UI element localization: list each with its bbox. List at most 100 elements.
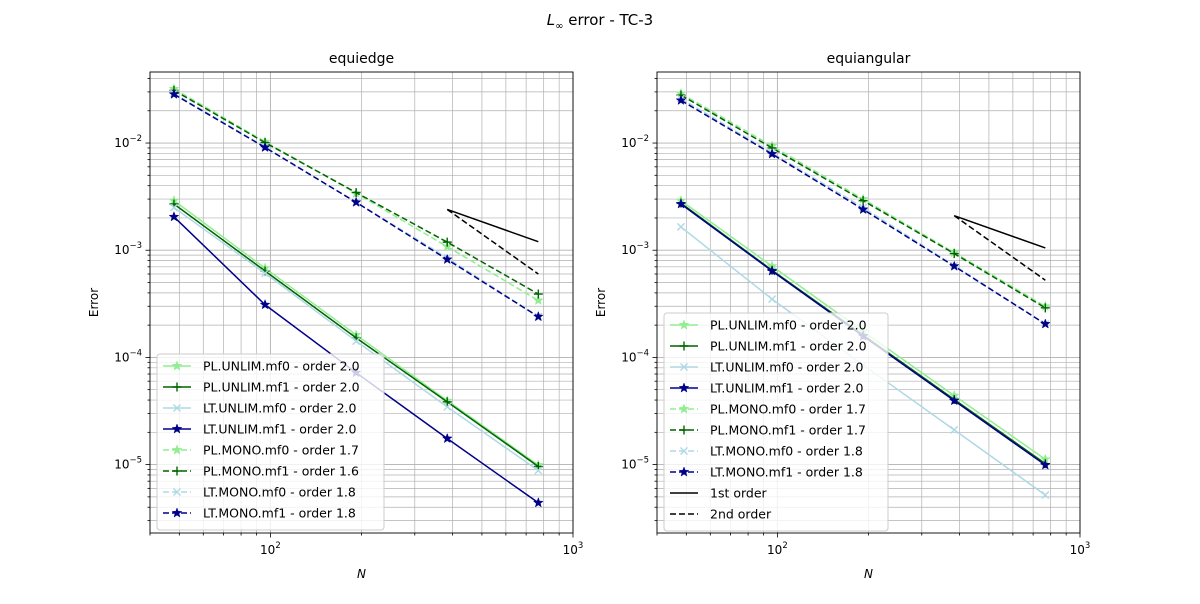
- legend-marker: [678, 466, 690, 477]
- legend-label: PL.MONO.mf1 - order 1.7: [710, 423, 866, 438]
- data-point: [532, 497, 544, 508]
- data-point: [168, 88, 180, 99]
- legend-entry: LT.UNLIM.mf1 - order 2.0: [163, 422, 356, 437]
- legend-label: LT.UNLIM.mf0 - order 2.0: [203, 401, 356, 416]
- data-point: [532, 294, 544, 306]
- legend-entry: PL.MONO.mf1 - order 1.7: [670, 423, 866, 438]
- data-point: [858, 196, 868, 206]
- legend: PL.UNLIM.mf0 - order 2.0 PL.UNLIM.mf1 - o…: [663, 312, 889, 532]
- data-point: [534, 466, 543, 475]
- legend-entry: 1st order: [670, 486, 768, 501]
- data-point: [766, 148, 778, 159]
- legend-entry: PL.UNLIM.mf1 - order 2.0: [163, 380, 360, 395]
- x-axis-label: N: [864, 567, 873, 581]
- data-point: [533, 289, 543, 299]
- data-point: [675, 198, 687, 209]
- legend-entry: LT.UNLIM.mf1 - order 2.0: [670, 381, 863, 396]
- data-point: [532, 310, 544, 322]
- series-6: [676, 90, 1050, 313]
- subplot-title: equiedge: [329, 51, 394, 67]
- data-point: [168, 211, 180, 222]
- legend-box: [156, 353, 385, 531]
- legend-label: PL.UNLIM.mf0 - order 2.0: [203, 359, 360, 374]
- data-point: [443, 402, 452, 411]
- data-point: [1039, 318, 1051, 329]
- legend-entry: LT.MONO.mf1 - order 1.8: [163, 506, 356, 521]
- legend-marker: [173, 404, 181, 412]
- data-point: [259, 299, 271, 310]
- legend-marker: [172, 382, 182, 392]
- series-2: [169, 199, 543, 471]
- data-point: [1040, 303, 1050, 313]
- legend-label: LT.UNLIM.mf1 - order 2.0: [710, 381, 863, 396]
- data-point: [766, 265, 778, 276]
- x-axis-label: N: [357, 567, 366, 581]
- legend-label: 1st order: [710, 486, 768, 501]
- y-axis-label: Error: [87, 288, 101, 317]
- legend-marker: [171, 360, 183, 371]
- subplot-equiedge: 102 10310−510−410−310−2equiedgeNErrorPL.U…: [87, 51, 583, 581]
- reference-line-2: [446, 208, 539, 275]
- legend-entry: PL.UNLIM.mf0 - order 2.0: [670, 318, 867, 333]
- reference-line-2: [953, 215, 1046, 281]
- subplot-equiangular: 102 10310−510−410−310−2equiangularNErrorP…: [594, 51, 1090, 581]
- legend-marker: [678, 319, 690, 330]
- data-point: [533, 461, 543, 471]
- legend-marker: [171, 444, 183, 455]
- data-point: [1041, 491, 1050, 500]
- legend-entry: LT.UNLIM.mf0 - order 2.0: [670, 360, 863, 375]
- legend-label: PL.MONO.mf0 - order 1.7: [203, 443, 359, 458]
- legend-label: LT.UNLIM.mf1 - order 2.0: [203, 422, 356, 437]
- legend-label: PL.UNLIM.mf1 - order 2.0: [710, 339, 867, 354]
- reference-line-1: [446, 208, 539, 243]
- series-8: [675, 94, 1051, 329]
- data-point: [857, 203, 869, 215]
- data-point: [350, 196, 362, 207]
- figure-suptitle: L∞ error - TC-3: [547, 11, 653, 32]
- data-point: [441, 253, 453, 265]
- legend-label: PL.MONO.mf1 - order 1.6: [203, 464, 359, 479]
- legend-label: LT.MONO.mf0 - order 1.8: [710, 444, 863, 459]
- data-point: [441, 432, 453, 444]
- legend-marker: [679, 341, 689, 351]
- legend-marker: [680, 447, 688, 455]
- data-point: [1039, 459, 1051, 470]
- y-axis-label: Error: [594, 288, 608, 317]
- legend-marker: [678, 403, 690, 414]
- data-point: [351, 188, 361, 198]
- subplot-title: equiangular: [827, 51, 911, 67]
- legend-label: PL.MONO.mf0 - order 1.7: [710, 402, 866, 417]
- legend-marker: [171, 423, 183, 434]
- legend-marker: [173, 488, 181, 496]
- data-point: [352, 337, 361, 346]
- legend-entry: PL.MONO.mf0 - order 1.7: [163, 443, 359, 458]
- legend-entry: LT.UNLIM.mf0 - order 2.0: [163, 401, 356, 416]
- legend-label: PL.UNLIM.mf1 - order 2.0: [203, 380, 360, 395]
- data-point: [261, 269, 270, 278]
- data-point: [259, 141, 271, 153]
- legend-marker: [171, 507, 183, 518]
- data-point: [949, 249, 959, 259]
- legend-label: 2nd order: [710, 507, 772, 522]
- legend-entry: LT.MONO.mf0 - order 1.8: [163, 485, 356, 500]
- legend-entry: PL.UNLIM.mf0 - order 2.0: [163, 359, 360, 374]
- legend-label: LT.MONO.mf0 - order 1.8: [203, 485, 356, 500]
- legend-label: LT.MONO.mf1 - order 1.8: [203, 506, 356, 521]
- plot-area: [675, 87, 1051, 500]
- legend-marker: [680, 363, 688, 371]
- data-point: [948, 394, 960, 406]
- legend-entry: PL.MONO.mf1 - order 1.6: [163, 464, 359, 479]
- plot-area: [168, 83, 544, 508]
- reference-line-1: [953, 214, 1046, 249]
- legend-entry: LT.MONO.mf1 - order 1.8: [670, 465, 863, 480]
- legend-marker: [172, 466, 182, 476]
- legend-label: LT.UNLIM.mf0 - order 2.0: [710, 360, 863, 375]
- legend-marker: [678, 382, 690, 393]
- legend-label: PL.UNLIM.mf0 - order 2.0: [710, 318, 867, 333]
- data-point: [442, 237, 452, 247]
- data-point: [442, 397, 452, 407]
- legend-label: LT.MONO.mf1 - order 1.8: [710, 465, 863, 480]
- series-3: [169, 203, 543, 475]
- legend-marker: [679, 425, 689, 435]
